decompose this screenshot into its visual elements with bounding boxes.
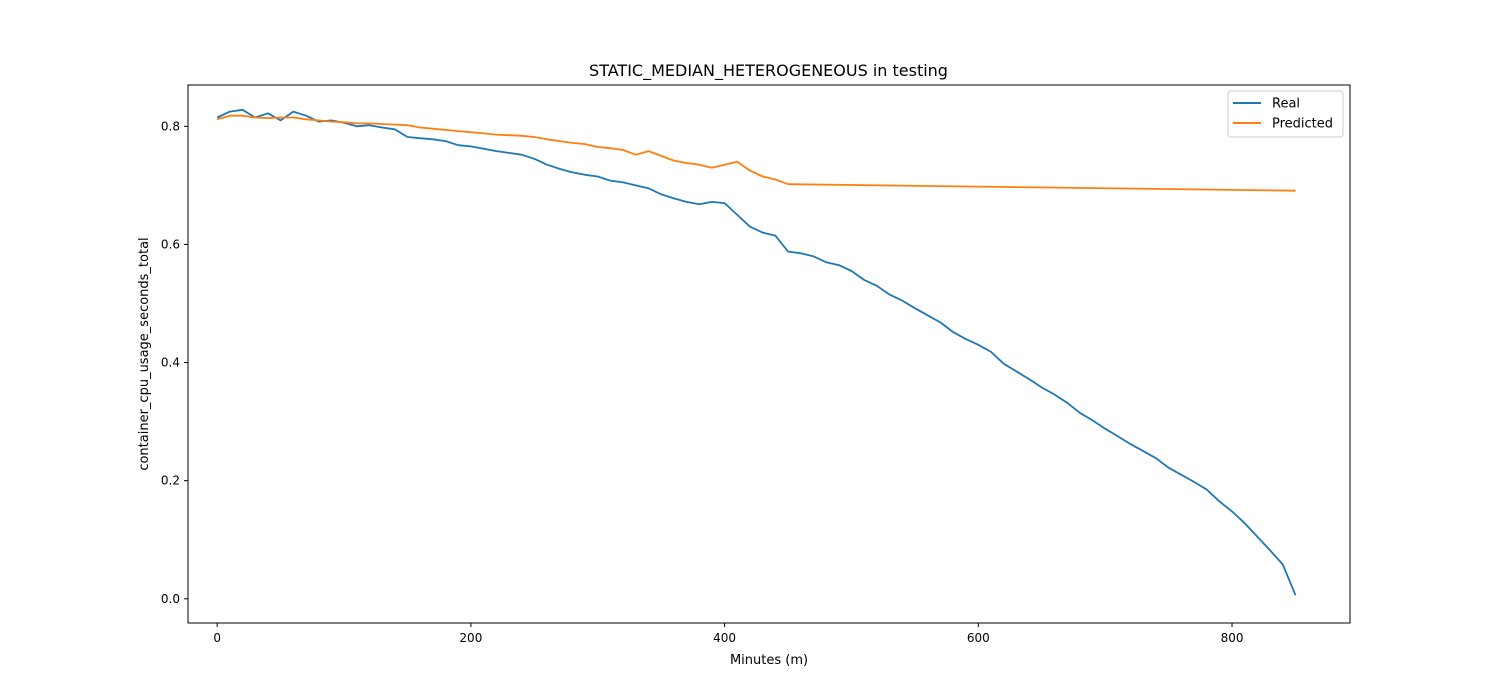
series-line-predicted [216, 114, 1296, 192]
y-axis: 0.0 0.2 0.4 0.6 0.8 [161, 119, 188, 606]
x-axis: 0 200 400 600 800 [213, 623, 1243, 645]
y-tick-label: 0.4 [161, 356, 180, 370]
x-tick-label: 400 [713, 631, 736, 645]
y-tick-label: 0.8 [161, 119, 180, 133]
y-tick-label: 0.0 [161, 592, 180, 606]
plot-frame [187, 84, 1351, 624]
y-tick-label: 0.2 [161, 474, 180, 488]
legend: Real Predicted [1227, 90, 1344, 138]
legend-label-predicted: Predicted [1272, 117, 1333, 132]
y-tick-label: 0.6 [161, 237, 180, 251]
x-tick-label: 0 [213, 631, 221, 645]
legend-label-real: Real [1272, 97, 1300, 112]
chart-title: STATIC_MEDIAN_HETEROGENEOUS in testing [589, 61, 948, 81]
series-line-real [216, 108, 1297, 596]
y-axis-label: container_cpu_usage_seconds_total [137, 237, 152, 470]
x-tick-label: 800 [1221, 631, 1244, 645]
x-tick-label: 200 [459, 631, 482, 645]
plot-lines [216, 108, 1297, 596]
x-tick-label: 600 [967, 631, 990, 645]
x-axis-label: Minutes (m) [730, 653, 808, 668]
